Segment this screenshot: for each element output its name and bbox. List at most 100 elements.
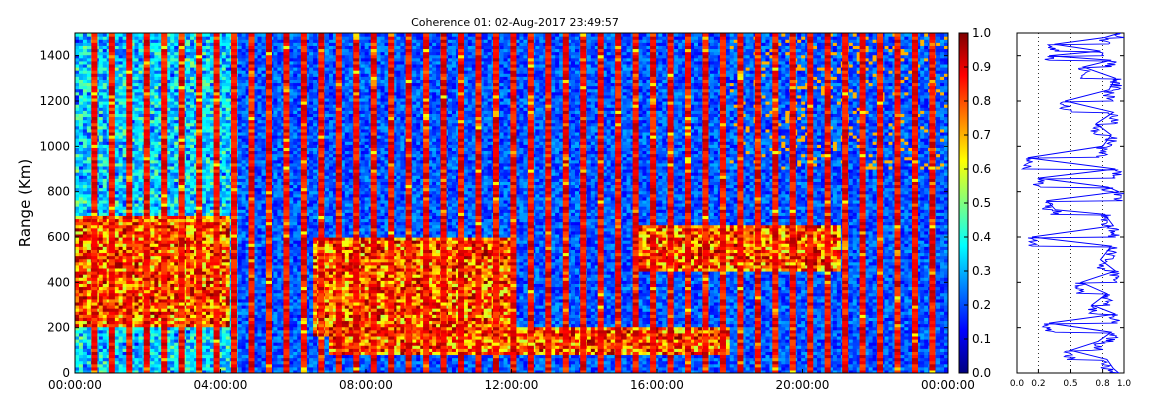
heatmap-cell	[78, 48, 84, 53]
heatmap-cell	[82, 79, 88, 84]
heatmap-cell	[134, 301, 140, 306]
heatmap-cell	[98, 91, 104, 96]
heatmap-cell	[114, 274, 120, 278]
heatmap-cell	[122, 107, 128, 111]
heatmap-cell	[78, 215, 84, 220]
heatmap-cell	[78, 104, 84, 108]
heatmap-cell	[138, 76, 144, 80]
heatmap-cell	[166, 82, 171, 87]
heatmap-cell	[130, 271, 136, 275]
heatmap-cell	[130, 314, 136, 318]
heatmap-cell	[114, 104, 120, 108]
heatmap-cell	[114, 144, 120, 148]
heatmap-cell	[114, 221, 120, 226]
heatmap-cell	[122, 224, 128, 229]
heatmap-cell	[154, 199, 159, 204]
heatmap-cell	[166, 42, 171, 46]
heatmap-cell	[78, 128, 84, 133]
heatmap-cell	[75, 283, 80, 288]
heatmap-cell	[118, 252, 124, 257]
heatmap-cell	[114, 295, 120, 300]
heatmap-cell	[138, 351, 144, 356]
heatmap-cell	[114, 94, 120, 99]
heatmap-cell	[75, 252, 80, 257]
heatmap-cell	[174, 153, 179, 158]
heatmap-cell	[154, 63, 159, 68]
heatmap-cell	[134, 255, 140, 260]
heatmap-cell	[186, 267, 191, 272]
heatmap-cell	[122, 196, 128, 201]
heatmap-cell	[158, 79, 163, 84]
heatmap-cell	[86, 85, 92, 90]
heatmap-cell	[114, 85, 120, 90]
heatmap-cell	[138, 289, 144, 294]
heatmap-cell	[98, 283, 104, 288]
heatmap-cell	[154, 147, 159, 152]
heatmap-cell	[98, 203, 104, 207]
heatmap-cell	[102, 369, 108, 373]
heatmap-cells	[75, 33, 948, 373]
heatmap-cell	[78, 169, 84, 173]
heatmap-cell	[134, 178, 140, 182]
heatmap-cell	[98, 320, 104, 325]
heatmap-cell	[122, 209, 128, 213]
heatmap-cell	[130, 85, 136, 90]
heatmap-cell	[174, 292, 179, 297]
heatmap-cell	[118, 144, 124, 148]
heatmap-cell	[82, 224, 88, 229]
heatmap-cell	[75, 135, 80, 139]
heatmap-cell	[130, 33, 136, 37]
heatmap-cell	[75, 271, 80, 275]
heatmap-cell	[170, 218, 175, 223]
heatmap-cell	[166, 165, 171, 170]
heatmap-cell	[75, 113, 80, 118]
heatmap-cell	[174, 107, 179, 111]
heatmap-cell	[75, 360, 80, 365]
heatmap-cell	[118, 311, 124, 315]
heatmap-cell	[98, 150, 104, 155]
heatmap-cell	[102, 110, 108, 114]
heatmap-cell	[98, 348, 104, 352]
heatmap-cell	[102, 131, 108, 136]
heatmap-cell	[75, 339, 80, 343]
heatmap-cell	[118, 206, 124, 210]
heatmap-cell	[75, 104, 80, 108]
heatmap-cell	[114, 277, 120, 281]
heatmap-cell	[158, 215, 163, 220]
heatmap-cell	[98, 301, 104, 306]
heatmap-cell	[158, 172, 163, 176]
heatmap-cell	[122, 339, 128, 343]
heatmap-cell	[186, 289, 191, 294]
heatmap-cell	[158, 264, 163, 269]
heatmap-cell	[86, 252, 92, 257]
heatmap-cell	[170, 339, 175, 343]
heatmap-cell	[114, 298, 120, 303]
heatmap-cell	[102, 311, 108, 315]
heatmap-cell	[75, 230, 80, 235]
heatmap-cell	[130, 141, 136, 145]
heatmap-cell	[150, 261, 155, 266]
heatmap-cell	[170, 369, 175, 373]
heatmap-cell	[75, 45, 80, 50]
heatmap-cell	[75, 261, 80, 266]
heatmap-cell	[82, 255, 88, 260]
heatmap-cell	[190, 33, 195, 37]
heatmap-cell	[166, 357, 171, 362]
heatmap-cell	[158, 190, 163, 195]
heatmap-cell	[174, 116, 179, 121]
heatmap-cell	[166, 116, 171, 121]
heatmap-cell	[174, 88, 179, 93]
heatmap-cell	[154, 215, 159, 220]
heatmap-cell	[158, 88, 163, 93]
heatmap-cell	[170, 147, 175, 152]
heatmap-cell	[102, 159, 108, 164]
heatmap-cell	[150, 159, 155, 164]
heatmap-cell	[186, 233, 191, 238]
heatmap-cell	[102, 119, 108, 124]
heatmap-cell	[98, 138, 104, 142]
heatmap-cell	[114, 323, 120, 328]
heatmap-cell	[75, 342, 80, 346]
heatmap-cell	[86, 339, 92, 343]
heatmap-cell	[86, 301, 92, 306]
heatmap-cell	[86, 88, 92, 93]
